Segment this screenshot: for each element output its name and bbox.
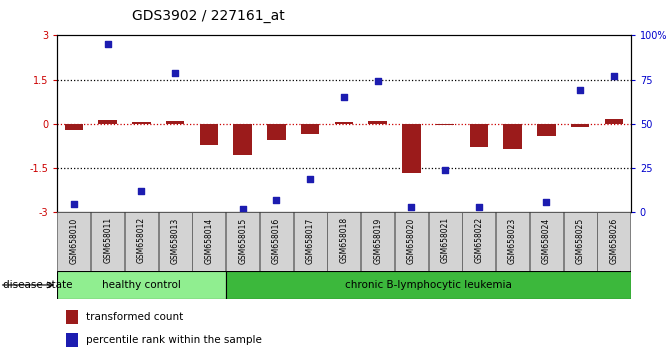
Text: GSM658023: GSM658023 <box>508 217 517 264</box>
Bar <box>395 212 428 271</box>
Text: GSM658012: GSM658012 <box>137 217 146 263</box>
Bar <box>64 124 83 130</box>
Text: GSM658016: GSM658016 <box>272 217 281 264</box>
Bar <box>132 122 151 124</box>
Bar <box>402 124 421 172</box>
Point <box>440 167 450 173</box>
Text: disease state: disease state <box>3 280 73 290</box>
Text: GSM658018: GSM658018 <box>340 217 348 263</box>
Bar <box>571 124 589 127</box>
Point <box>305 176 315 182</box>
Text: GSM658017: GSM658017 <box>305 217 315 264</box>
Text: GSM658021: GSM658021 <box>441 217 450 263</box>
Text: healthy control: healthy control <box>102 280 181 290</box>
Point <box>271 197 282 203</box>
Bar <box>66 333 79 347</box>
Text: GSM658026: GSM658026 <box>609 217 619 264</box>
Bar <box>530 212 563 271</box>
Bar <box>496 212 529 271</box>
Text: GDS3902 / 227161_at: GDS3902 / 227161_at <box>132 9 285 23</box>
Bar <box>429 212 462 271</box>
Bar <box>301 124 319 134</box>
Point <box>406 204 417 210</box>
Bar <box>361 212 394 271</box>
Bar <box>58 212 91 271</box>
Text: GSM658024: GSM658024 <box>542 217 551 264</box>
Text: GSM658022: GSM658022 <box>474 217 483 263</box>
Text: GSM658020: GSM658020 <box>407 217 416 264</box>
Point <box>609 73 619 79</box>
Bar <box>193 212 225 271</box>
Bar <box>125 212 158 271</box>
Bar <box>199 124 218 144</box>
Bar <box>503 124 522 149</box>
Point <box>136 188 147 194</box>
Bar <box>327 212 360 271</box>
Bar <box>470 124 488 148</box>
Text: GSM658025: GSM658025 <box>576 217 584 264</box>
Text: GSM658019: GSM658019 <box>373 217 382 264</box>
Bar <box>158 212 192 271</box>
Bar <box>335 121 353 124</box>
Bar <box>537 124 556 136</box>
Text: GSM658015: GSM658015 <box>238 217 247 264</box>
Bar <box>225 271 631 299</box>
Bar <box>597 212 630 271</box>
Point <box>541 199 552 205</box>
Text: percentile rank within the sample: percentile rank within the sample <box>86 335 262 345</box>
Bar <box>91 212 124 271</box>
Point <box>170 70 180 75</box>
Bar <box>66 310 79 324</box>
Text: GSM658011: GSM658011 <box>103 217 112 263</box>
Bar <box>57 271 225 299</box>
Bar <box>605 119 623 124</box>
Bar <box>436 124 454 125</box>
Bar <box>294 212 327 271</box>
Bar <box>234 124 252 155</box>
Point <box>339 95 350 100</box>
Point <box>68 201 79 206</box>
Text: GSM658014: GSM658014 <box>205 217 213 264</box>
Point <box>575 87 586 93</box>
Bar <box>99 120 117 124</box>
Bar <box>462 212 495 271</box>
Text: GSM658010: GSM658010 <box>69 217 79 264</box>
Point <box>102 41 113 47</box>
Bar <box>226 212 259 271</box>
Bar <box>260 212 293 271</box>
Text: transformed count: transformed count <box>86 312 183 322</box>
Bar <box>368 121 387 124</box>
Text: GSM658013: GSM658013 <box>170 217 180 264</box>
Point <box>474 204 484 210</box>
Point <box>238 206 248 212</box>
Bar <box>267 124 286 140</box>
Bar <box>564 212 597 271</box>
Point <box>372 79 383 84</box>
Bar <box>166 121 185 124</box>
Text: chronic B-lymphocytic leukemia: chronic B-lymphocytic leukemia <box>345 280 512 290</box>
